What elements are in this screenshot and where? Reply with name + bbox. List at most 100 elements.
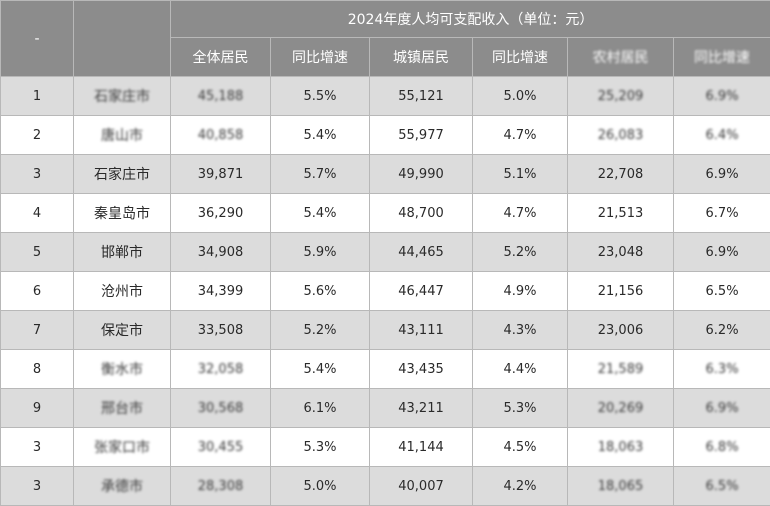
cell-city: 沧州市 [74, 272, 171, 311]
col-header-all: 全体居民 [171, 38, 271, 77]
cell-rural: 25,209 [568, 77, 674, 116]
cell-text: 5.2% [303, 323, 336, 338]
cell-text: 6 [33, 284, 41, 299]
cell-all: 30,455 [171, 428, 271, 467]
cell-text: 6.8% [706, 440, 739, 455]
cell-city: 邯郸市 [74, 233, 171, 272]
cell-text: 36,290 [198, 206, 244, 221]
cell-urban: 41,144 [370, 428, 473, 467]
cell-text: 5 [33, 245, 41, 260]
cell-rural: 23,048 [568, 233, 674, 272]
cell-text: 秦皇岛市 [94, 206, 150, 222]
cell-text: 3 [33, 167, 41, 182]
cell-city: 石家庄市 [74, 155, 171, 194]
cell-text: 6.7% [706, 206, 739, 221]
cell-rural: 21,513 [568, 194, 674, 233]
cell-text: 5.5% [303, 89, 336, 104]
cell-all: 32,058 [171, 350, 271, 389]
cell-all-growth: 5.4% [271, 116, 370, 155]
city-header [74, 1, 171, 77]
cell-rank: 3 [1, 155, 74, 194]
cell-rural: 23,006 [568, 311, 674, 350]
cell-text: 30,568 [198, 401, 244, 416]
cell-text: 4.7% [503, 128, 536, 143]
cell-all-growth: 5.9% [271, 233, 370, 272]
cell-rural-growth: 6.5% [674, 272, 770, 311]
cell-all: 36,290 [171, 194, 271, 233]
cell-all-growth: 5.3% [271, 428, 370, 467]
cell-text: 39,871 [198, 167, 244, 182]
cell-rural-growth: 6.9% [674, 155, 770, 194]
cell-text: 6.5% [706, 284, 739, 299]
cell-text: 4.7% [503, 206, 536, 221]
cell-rural: 21,589 [568, 350, 674, 389]
cell-urban-growth: 4.9% [473, 272, 568, 311]
cell-text: 5.2% [503, 245, 536, 260]
col-header-rural-growth-text: 同比增速 [694, 47, 750, 67]
cell-city: 张家口市 [74, 428, 171, 467]
cell-text: 6.9% [706, 167, 739, 182]
cell-text: 25,209 [598, 89, 644, 104]
cell-text: 保定市 [101, 323, 143, 339]
cell-text: 6.9% [706, 245, 739, 260]
cell-text: 石家庄市 [94, 86, 150, 106]
group-title: 2024年度人均可支配收入（单位：元） [171, 1, 770, 38]
col-header-all-growth: 同比增速 [271, 38, 370, 77]
cell-rank: 3 [1, 467, 74, 506]
cell-urban: 43,111 [370, 311, 473, 350]
cell-urban-growth: 5.0% [473, 77, 568, 116]
rank-header: - [1, 1, 74, 77]
cell-rural: 26,083 [568, 116, 674, 155]
cell-text: 21,156 [598, 284, 644, 299]
cell-text: 33,508 [198, 323, 244, 338]
cell-rural: 20,269 [568, 389, 674, 428]
cell-text: 21,589 [598, 362, 644, 377]
cell-text: 石家庄市 [94, 167, 150, 183]
cell-rural-growth: 6.9% [674, 389, 770, 428]
cell-rank: 2 [1, 116, 74, 155]
cell-urban-growth: 4.7% [473, 116, 568, 155]
cell-text: 18,063 [598, 440, 644, 455]
cell-text: 5.4% [303, 362, 336, 377]
cell-text: 沧州市 [101, 284, 143, 300]
cell-text: 7 [33, 323, 41, 338]
cell-all-growth: 5.7% [271, 155, 370, 194]
cell-text: 4.5% [503, 440, 536, 455]
cell-rank: 6 [1, 272, 74, 311]
cell-text: 8 [33, 362, 41, 377]
cell-text: 48,700 [398, 206, 444, 221]
cell-rank: 8 [1, 350, 74, 389]
cell-text: 43,211 [398, 401, 444, 416]
cell-rank: 4 [1, 194, 74, 233]
cell-text: 4 [33, 206, 41, 221]
cell-all-growth: 6.1% [271, 389, 370, 428]
cell-rank: 5 [1, 233, 74, 272]
cell-text: 承德市 [101, 476, 143, 496]
cell-text: 43,435 [398, 362, 444, 377]
cell-text: 40,007 [398, 479, 444, 494]
cell-city: 唐山市 [74, 116, 171, 155]
cell-text: 4.4% [503, 362, 536, 377]
cell-rural-growth: 6.5% [674, 467, 770, 506]
cell-text: 40,858 [198, 128, 244, 143]
cell-text: 5.9% [303, 245, 336, 260]
cell-all: 45,188 [171, 77, 271, 116]
cell-text: 23,048 [598, 245, 644, 260]
col-header-urban: 城镇居民 [370, 38, 473, 77]
cell-text: 20,269 [598, 401, 644, 416]
cell-text: 张家口市 [94, 437, 150, 457]
cell-text: 5.0% [303, 479, 336, 494]
cell-rural: 21,156 [568, 272, 674, 311]
cell-all: 30,568 [171, 389, 271, 428]
cell-rural-growth: 6.8% [674, 428, 770, 467]
cell-text: 邢台市 [101, 398, 143, 418]
cell-rank: 9 [1, 389, 74, 428]
cell-city: 保定市 [74, 311, 171, 350]
